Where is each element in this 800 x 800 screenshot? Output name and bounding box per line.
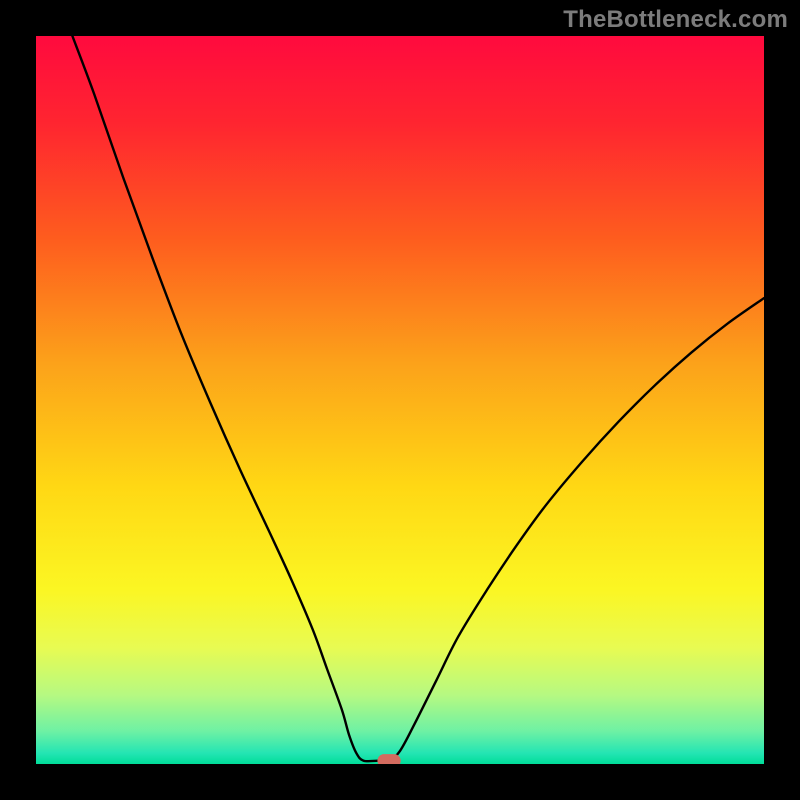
optimum-marker	[377, 754, 400, 764]
watermark-text: TheBottleneck.com	[563, 6, 788, 34]
plot-area	[36, 36, 764, 764]
plot-svg	[36, 36, 764, 764]
gradient-background	[36, 36, 764, 764]
chart-frame: TheBottleneck.com	[0, 0, 800, 800]
